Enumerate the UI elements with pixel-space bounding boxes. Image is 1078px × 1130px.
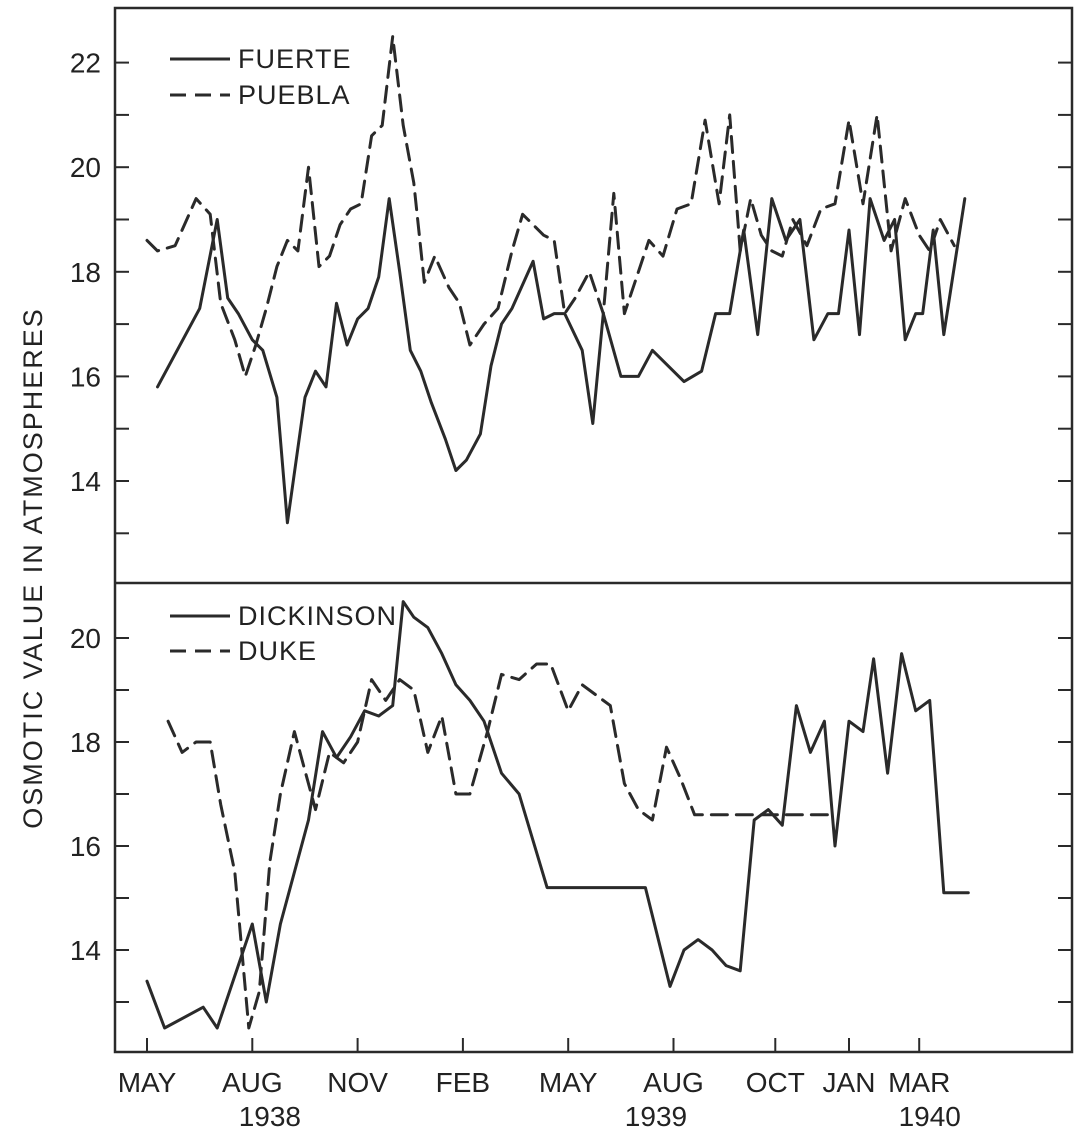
panel-dickinson-duke: 14 16 18 20 DICKINSON DUKE (70, 600, 1072, 1030)
x-tick-label: MAR (888, 1067, 950, 1098)
y-tick-label: 20 (70, 152, 101, 183)
x-tick-label: MAY (118, 1067, 177, 1098)
legend-label-puebla: PUEBLA (238, 80, 351, 110)
plot-frame (113, 6, 1074, 1054)
plot-border (113, 6, 1074, 1054)
x-year-label: 1939 (625, 1101, 687, 1130)
x-axis: MAY AUG NOV FEB MAY AUG OCT JAN MAR 1938 1939 1940 (118, 1038, 961, 1130)
y-tick-label: 16 (70, 361, 101, 392)
series-line-puebla (145, 35, 956, 378)
x-tick-label: FEB (436, 1067, 490, 1098)
y-tick-label: 16 (70, 831, 101, 862)
y-axis-title: OSMOTIC VALUE IN ATMOSPHERES (18, 307, 48, 829)
legend-label-duke: DUKE (238, 636, 317, 666)
x-tick-label: MAY (539, 1067, 598, 1098)
x-year-label: 1940 (899, 1101, 961, 1130)
y-tick-label: 14 (70, 466, 101, 497)
panel-fuerte-puebla: 14 16 18 20 22 FUERTE PUEBLA (70, 35, 1072, 535)
legend-label-dickinson: DICKINSON (238, 601, 397, 631)
series-line-fuerte (156, 197, 967, 525)
x-tick-label: JAN (823, 1067, 876, 1098)
x-tick-label: AUG (222, 1067, 283, 1098)
series-line-duke (166, 662, 837, 1030)
y-tick-label: 18 (70, 257, 101, 288)
x-tick-label: NOV (327, 1067, 388, 1098)
y-tick-label: 20 (70, 623, 101, 654)
y-tick-label: 14 (70, 935, 101, 966)
x-year-label: 1938 (239, 1101, 301, 1130)
series-line-dickinson (145, 600, 970, 1030)
y-tick-label: 18 (70, 727, 101, 758)
x-tick-label: OCT (746, 1067, 805, 1098)
legend-label-fuerte: FUERTE (238, 44, 352, 74)
x-tick-label: AUG (643, 1067, 704, 1098)
y-tick-label: 22 (70, 48, 101, 79)
